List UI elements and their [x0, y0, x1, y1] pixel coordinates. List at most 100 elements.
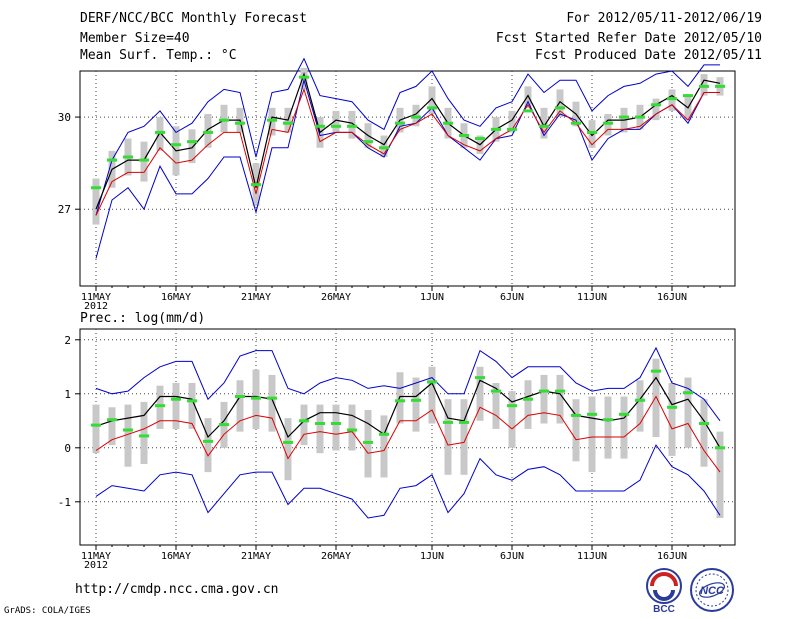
y-tick-label: 30	[58, 111, 71, 124]
spread-box	[668, 89, 676, 111]
x-tick-label: 6JUN	[500, 551, 524, 562]
x-tick-label: 11JUN	[577, 292, 607, 303]
observed-marker	[667, 97, 677, 101]
observed-marker	[443, 121, 453, 125]
observed-marker	[491, 389, 501, 393]
spread-box	[236, 380, 244, 432]
observed-marker	[251, 183, 261, 187]
spread-box	[700, 399, 708, 467]
observed-marker	[267, 396, 277, 400]
observed-marker	[315, 422, 325, 425]
spread-box	[332, 404, 340, 451]
x-tick-label: 6JUN	[500, 292, 524, 303]
spread-box	[316, 404, 324, 454]
observed-marker	[283, 121, 293, 125]
spread-box	[380, 415, 388, 478]
spread-box	[172, 383, 180, 429]
member-size: Member Size=40	[80, 31, 190, 46]
observed-marker	[91, 423, 101, 427]
footer-url[interactable]: http://cmdp.ncc.cma.gov.cn	[75, 582, 279, 597]
ncc-logo: NCC	[690, 568, 734, 612]
observed-marker	[619, 412, 629, 416]
spread-box	[652, 98, 660, 121]
spread-box	[156, 117, 164, 151]
observed-marker	[635, 115, 645, 119]
observed-marker	[555, 389, 565, 393]
observed-marker	[555, 106, 565, 110]
bcc-logo: BCC	[646, 568, 682, 615]
observed-marker	[411, 115, 421, 119]
spread-box	[348, 110, 356, 139]
observed-marker	[219, 423, 229, 427]
observed-marker	[443, 420, 453, 424]
observed-marker	[427, 106, 437, 110]
observed-marker	[315, 124, 325, 128]
temperature-panel: 11MAY 16MAY 21MAY 26MAY 1JUN 6JUN 11JUN 16JUN 20…	[58, 57, 736, 312]
observed-marker	[571, 121, 581, 125]
spread-box	[284, 418, 292, 481]
observed-marker	[395, 121, 405, 125]
spread-box	[524, 380, 532, 429]
x-tick-label: 21MAY	[241, 292, 271, 303]
spread-box	[540, 107, 548, 139]
observed-marker	[699, 84, 709, 88]
spread-box	[492, 383, 500, 429]
spread-box	[380, 135, 388, 157]
series-line-lower-bound	[95, 78, 720, 259]
spread-box	[204, 418, 212, 473]
year-label: 2012	[84, 560, 108, 571]
x-tick-label: 21MAY	[241, 551, 271, 562]
observed-marker	[91, 186, 101, 190]
spread-box	[188, 129, 196, 164]
observed-marker	[459, 134, 469, 137]
observed-marker	[507, 404, 517, 408]
spread-box	[92, 404, 100, 454]
spread-box	[508, 110, 516, 133]
y-tick-label: 1	[64, 388, 71, 401]
spread-box	[220, 104, 228, 133]
observed-marker	[155, 130, 165, 134]
upper-chart-label: Mean Surf. Temp.: °C	[80, 48, 237, 63]
observed-marker	[299, 75, 309, 79]
observed-marker	[603, 418, 613, 422]
observed-marker	[331, 422, 341, 425]
observed-marker	[299, 419, 309, 423]
spread-box	[556, 374, 564, 424]
observed-marker	[347, 124, 357, 128]
produced-date: Fcst Produced Date 2012/05/11	[535, 48, 762, 63]
chart-title: DERF/NCC/BCC Monthly Forecast	[80, 11, 307, 26]
observed-marker	[123, 428, 133, 432]
spread-box	[588, 120, 596, 148]
x-tick-label: 26MAY	[321, 292, 351, 303]
spread-box	[444, 399, 452, 475]
observed-marker	[347, 428, 357, 432]
y-tick-label: 0	[64, 442, 71, 455]
spread-box	[268, 374, 276, 432]
grads-credit: GrADS: COLA/IGES	[4, 606, 91, 616]
series-line-upper-bound	[95, 444, 721, 519]
observed-marker	[715, 84, 725, 88]
observed-marker	[651, 369, 661, 373]
spread-box	[140, 141, 148, 182]
observed-marker	[139, 158, 149, 162]
observed-marker	[683, 391, 693, 395]
year-label: 2012	[84, 301, 108, 312]
series-line-lower-bound	[95, 346, 721, 422]
spread-box	[508, 391, 516, 448]
x-tick-label: 16JUN	[657, 292, 687, 303]
observed-marker	[715, 446, 725, 450]
observed-marker	[507, 127, 517, 131]
observed-marker	[571, 413, 581, 417]
observed-marker	[523, 109, 533, 113]
spread-box	[524, 86, 532, 108]
x-tick-label: 11JUN	[577, 551, 607, 562]
x-tick-label: 11MAY	[81, 292, 111, 303]
spread-box	[668, 383, 676, 456]
spread-box	[300, 404, 308, 446]
observed-marker	[587, 412, 597, 416]
spread-box	[204, 114, 212, 148]
spread-box	[716, 431, 724, 518]
observed-marker	[267, 118, 277, 122]
observed-marker	[363, 140, 373, 144]
